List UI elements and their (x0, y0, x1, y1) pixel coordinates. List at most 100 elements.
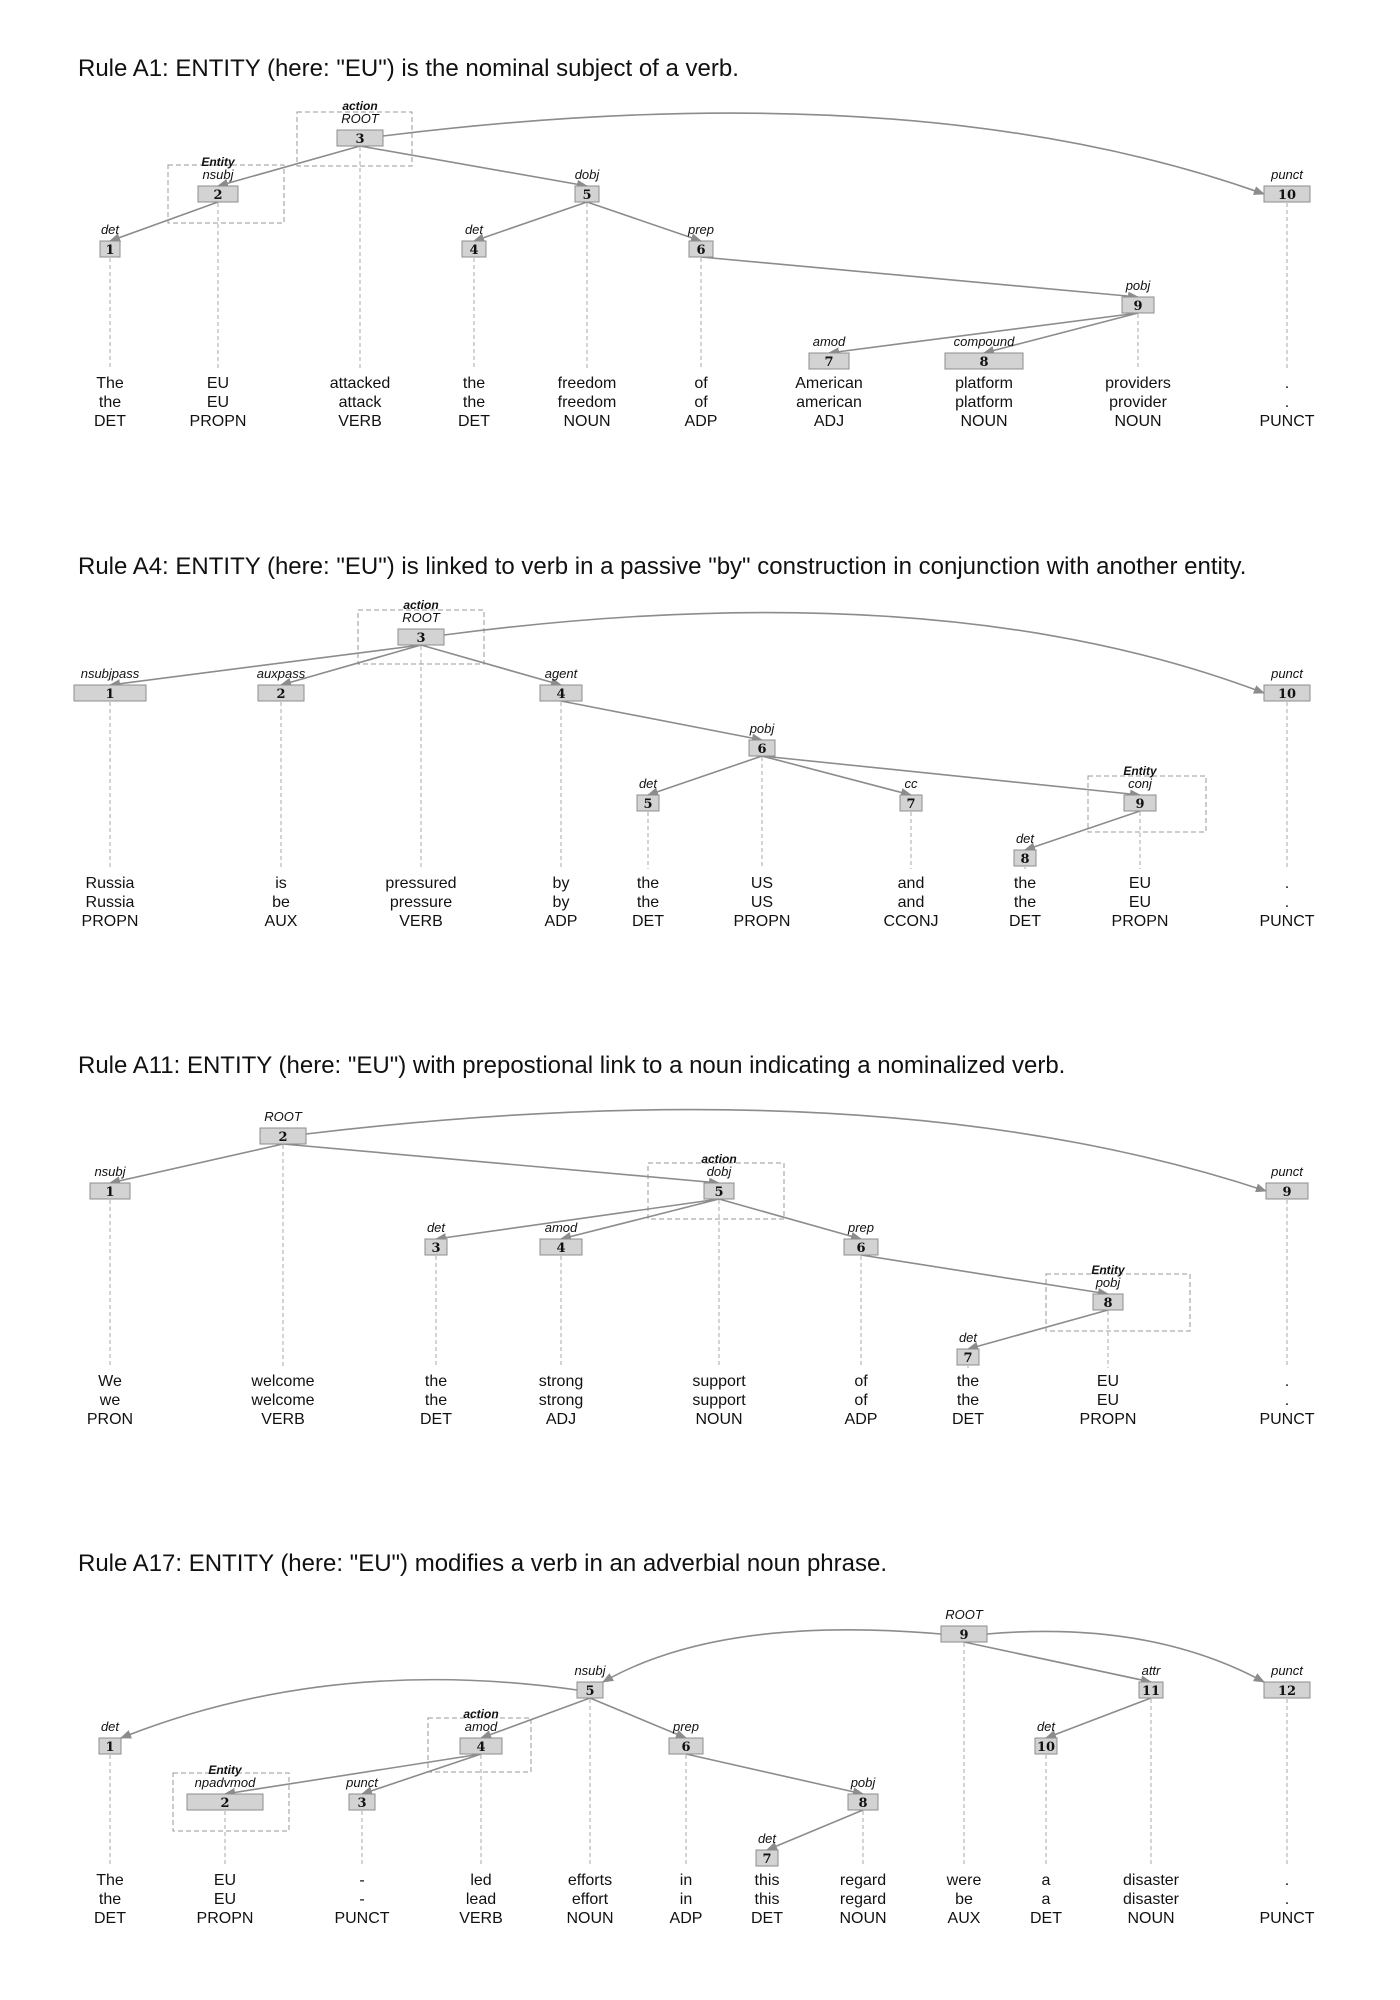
token-words: The the DET EU EU PROPN attacked attack VERB the t… (94, 375, 1315, 430)
highlight-boxes (172, 1717, 532, 1832)
token-words: The the DET EU EU PROPN - - PUNCT led lead VERB effo… (94, 1872, 1315, 1927)
token-node (576, 1681, 604, 1699)
dependency-arcs (108, 1108, 1268, 1351)
dependency-label: dobj (707, 1164, 733, 1179)
dependency-label: auxpass (257, 666, 306, 681)
token-lemma: the (425, 1392, 447, 1409)
dependency-arc (589, 1697, 688, 1739)
token-node (99, 240, 121, 258)
token-index: 6 (681, 1740, 690, 1755)
highlight-box (647, 1162, 785, 1220)
token-index: 1 (105, 1185, 114, 1200)
token-pos: DET (94, 1910, 126, 1927)
token-text: . (1285, 875, 1289, 892)
dependency-label: det (1037, 1719, 1056, 1734)
dependency-arc (443, 611, 1266, 694)
token-pos: ADJ (546, 1411, 576, 1428)
dependency-arc (108, 201, 219, 242)
diagram-rule-a4: Rule A4: ENTITY (here: "EU") is linked t… (73, 553, 1315, 930)
dependency-arc (860, 1254, 1110, 1297)
token-text: in (680, 1872, 692, 1889)
role-tag: action (701, 1152, 736, 1166)
token-lemma: . (1285, 1891, 1289, 1908)
token-index: 4 (476, 1740, 485, 1755)
token-index: 1 (105, 687, 114, 702)
dependency-label: conj (1128, 776, 1153, 791)
token-node (1263, 684, 1311, 702)
guide-lines (109, 1145, 1288, 1368)
token-pos: ADP (685, 413, 718, 430)
dependency-label: npadvmod (195, 1775, 256, 1790)
dependency-arc (108, 1143, 284, 1186)
token-index: 11 (1142, 1684, 1160, 1699)
role-tag: action (463, 1707, 498, 1721)
token-pos: DET (751, 1910, 783, 1927)
dependency-arc (986, 1630, 1265, 1683)
dependency-arc (700, 256, 1140, 301)
token-pos: ADP (545, 913, 578, 930)
token-pos: VERB (459, 1910, 503, 1927)
dependency-label: punct (1270, 666, 1304, 681)
token-index: 10 (1037, 1740, 1055, 1755)
role-tag: Entity (208, 1763, 243, 1777)
token-text: the (957, 1373, 979, 1390)
token-text: were (946, 1872, 982, 1889)
token-pos: VERB (338, 413, 382, 430)
token-node (899, 794, 923, 812)
token-pos: PUNCT (1259, 413, 1314, 430)
dependency-label: punct (345, 1775, 379, 1790)
token-pos: ADJ (814, 413, 844, 430)
token-lemma: . (1285, 1392, 1289, 1409)
dependency-arc (434, 1198, 720, 1243)
dependency-label: pobj (1125, 278, 1152, 293)
role-tag: Entity (201, 155, 236, 169)
dependency-arcs (119, 1629, 1265, 1851)
token-text: and (898, 875, 925, 892)
token-pos: PRON (87, 1411, 133, 1428)
token-node (336, 129, 384, 147)
dependency-arc (560, 700, 764, 743)
token-text: platform (955, 375, 1013, 392)
dependency-arc (359, 145, 589, 189)
diagram-title: Rule A17: ENTITY (here: "EU") modifies a… (78, 1550, 887, 1577)
dependency-label: punct (1270, 1164, 1304, 1179)
token-node (1138, 1681, 1164, 1699)
token-text: . (1285, 1373, 1289, 1390)
token-pos: VERB (399, 913, 443, 930)
token-node (944, 352, 1024, 370)
token-index: 4 (469, 243, 478, 258)
token-node (956, 1348, 980, 1366)
token-text: EU (214, 1872, 236, 1889)
dependency-label: det (758, 1831, 777, 1846)
dependency-label: nsubj (94, 1164, 126, 1179)
token-lemma: the (99, 1891, 121, 1908)
dependency-label: nsubjpass (81, 666, 140, 681)
token-node (348, 1793, 376, 1811)
dependency-arc (559, 1198, 720, 1241)
token-index: 6 (696, 243, 705, 258)
dependency-label: det (465, 222, 484, 237)
token-index: 5 (582, 188, 591, 203)
token-lemma: pressure (390, 894, 452, 911)
token-lemma: this (755, 1891, 780, 1908)
dependency-label: det (101, 222, 120, 237)
token-text: American (795, 375, 863, 392)
token-lemma: by (553, 894, 570, 911)
token-pos: PROPN (82, 913, 139, 930)
token-text: a (1042, 1872, 1051, 1889)
token-node (424, 1238, 448, 1256)
token-lemma: EU (214, 1891, 236, 1908)
dependency-label: agent (545, 666, 579, 681)
token-pos: DET (632, 913, 664, 930)
token-node (1034, 1737, 1058, 1755)
token-index: 7 (762, 1852, 771, 1867)
dependency-label: nsubj (574, 1663, 606, 1678)
token-lemma: the (1014, 894, 1036, 911)
token-index: 7 (963, 1351, 972, 1366)
token-text: regard (840, 1872, 886, 1889)
token-text: this (755, 1872, 780, 1889)
dependency-label: pobj (1095, 1275, 1122, 1290)
token-index: 7 (824, 355, 833, 370)
